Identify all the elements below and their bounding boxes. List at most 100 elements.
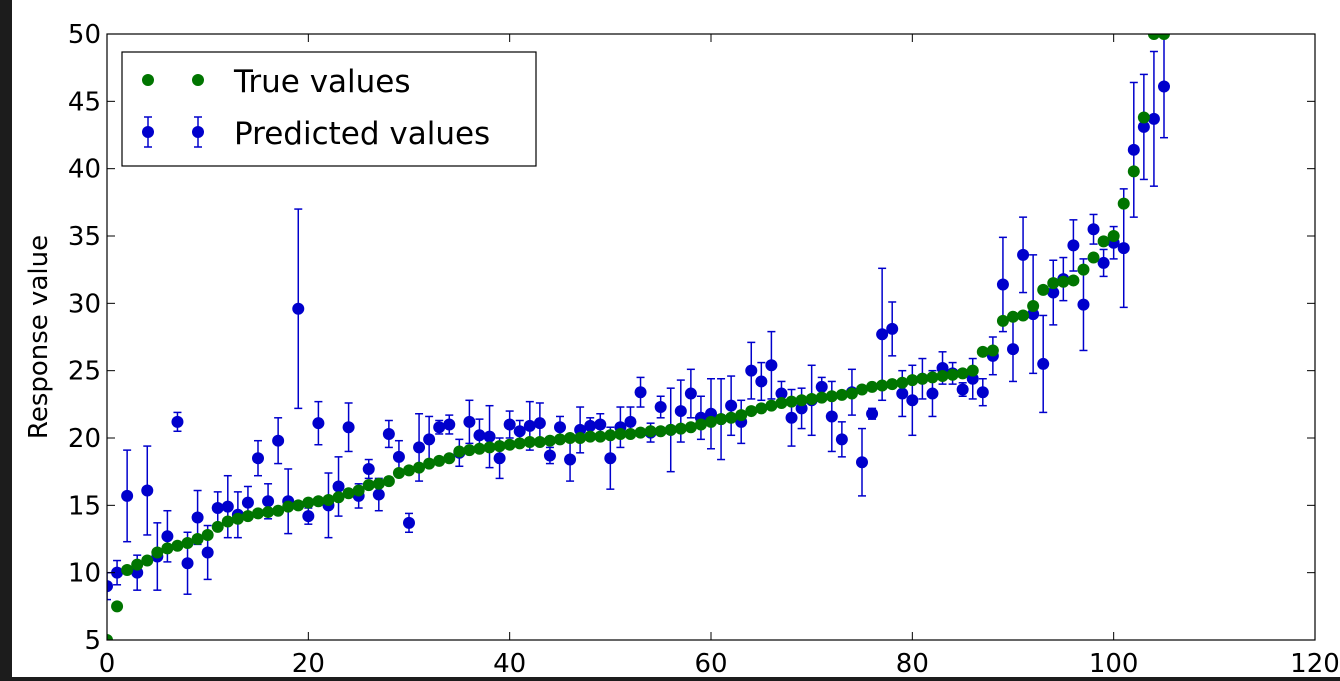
true-point: [1117, 197, 1130, 210]
predicted-point: [1067, 239, 1080, 252]
predicted-point: [107, 580, 113, 593]
predicted-point: [503, 418, 516, 431]
predicted-point: [745, 364, 758, 377]
predicted-point: [906, 394, 919, 407]
legend-label-true: True values: [233, 64, 411, 100]
predicted-point: [443, 418, 456, 431]
legend-marker-predicted: [192, 126, 204, 138]
x-tick-label: 120: [1290, 649, 1340, 677]
true-point: [151, 546, 164, 559]
predicted-point: [201, 546, 214, 559]
true-point: [392, 467, 405, 480]
true-point: [574, 432, 587, 444]
predicted-point: [785, 411, 798, 424]
true-point: [211, 520, 224, 533]
true-point: [745, 405, 758, 418]
true-point: [453, 445, 466, 458]
predicted-point: [1137, 120, 1150, 133]
true-point: [755, 402, 768, 415]
true-point: [1087, 251, 1100, 264]
predicted-point: [825, 410, 838, 423]
true-point: [775, 396, 788, 409]
true-point: [1077, 263, 1090, 276]
x-tick-label: 20: [292, 649, 325, 677]
true-point: [1007, 310, 1019, 323]
true-point: [1158, 34, 1170, 40]
legend-marker-predicted: [142, 126, 154, 138]
true-point: [181, 537, 194, 550]
predicted-point: [252, 452, 264, 465]
predicted-point: [1117, 242, 1130, 255]
legend-entry-true-values: True values: [142, 64, 411, 100]
true-point: [433, 454, 446, 467]
true-point: [141, 554, 154, 567]
predicted-point: [362, 462, 375, 475]
true-point: [543, 434, 556, 447]
true-point: [966, 364, 979, 377]
true-point: [735, 409, 748, 422]
predicted-point: [835, 433, 848, 446]
predicted-point: [523, 419, 536, 432]
y-tick-label: 45: [68, 87, 101, 117]
y-tick-label: 35: [68, 222, 101, 252]
true-point: [614, 427, 627, 440]
true-point: [725, 411, 738, 424]
predicted-point: [856, 456, 868, 469]
true-point: [926, 371, 939, 384]
true-point: [282, 500, 295, 513]
true-point: [111, 600, 124, 613]
predicted-point: [473, 429, 486, 442]
x-tick-label: 60: [694, 649, 727, 677]
true-point: [856, 383, 868, 396]
true-point: [936, 370, 949, 383]
predicted-point: [775, 387, 788, 400]
predicted-point: [463, 415, 476, 428]
true-point: [513, 437, 526, 450]
predicted-point: [1127, 143, 1140, 156]
predicted-point: [674, 405, 687, 418]
x-tick-label: 40: [493, 649, 526, 677]
true-point: [1097, 235, 1110, 248]
predicted-point: [604, 452, 617, 465]
true-point: [1107, 230, 1120, 242]
true-point: [322, 493, 335, 506]
predicted-point: [1147, 112, 1160, 125]
true-point: [765, 399, 778, 412]
true-point: [664, 423, 677, 436]
true-point: [845, 387, 858, 400]
true-point: [694, 418, 707, 431]
true-point: [191, 533, 204, 545]
true-point: [976, 345, 989, 358]
legend-marker-true: [142, 74, 154, 86]
true-point: [312, 495, 325, 508]
predicted-point: [433, 421, 446, 434]
legend-label-predicted: Predicted values: [234, 116, 490, 152]
true-point: [1067, 274, 1080, 287]
predicted-point: [382, 427, 395, 440]
y-tick-label: 15: [68, 491, 101, 521]
true-point: [463, 444, 476, 457]
predicted-point: [533, 417, 546, 430]
true-point: [1147, 34, 1160, 40]
predicted-point: [241, 496, 254, 509]
predicted-point: [292, 302, 305, 315]
true-point: [554, 433, 566, 446]
true-point: [1037, 283, 1050, 296]
predicted-point: [392, 450, 405, 463]
y-tick-label: 50: [68, 20, 101, 50]
predicted-point: [181, 557, 194, 570]
predicted-point: [624, 415, 637, 428]
predicted-point: [976, 386, 989, 399]
predicted-point: [423, 433, 436, 446]
true-point: [876, 379, 889, 392]
predicted-point: [896, 387, 909, 400]
predicted-point: [815, 380, 828, 393]
predicted-point: [926, 387, 939, 400]
predicted-point: [161, 530, 174, 543]
predicted-point: [171, 415, 184, 428]
true-point: [896, 376, 909, 389]
predicted-point: [413, 441, 426, 454]
true-point: [201, 528, 214, 541]
predicted-point: [332, 480, 345, 493]
